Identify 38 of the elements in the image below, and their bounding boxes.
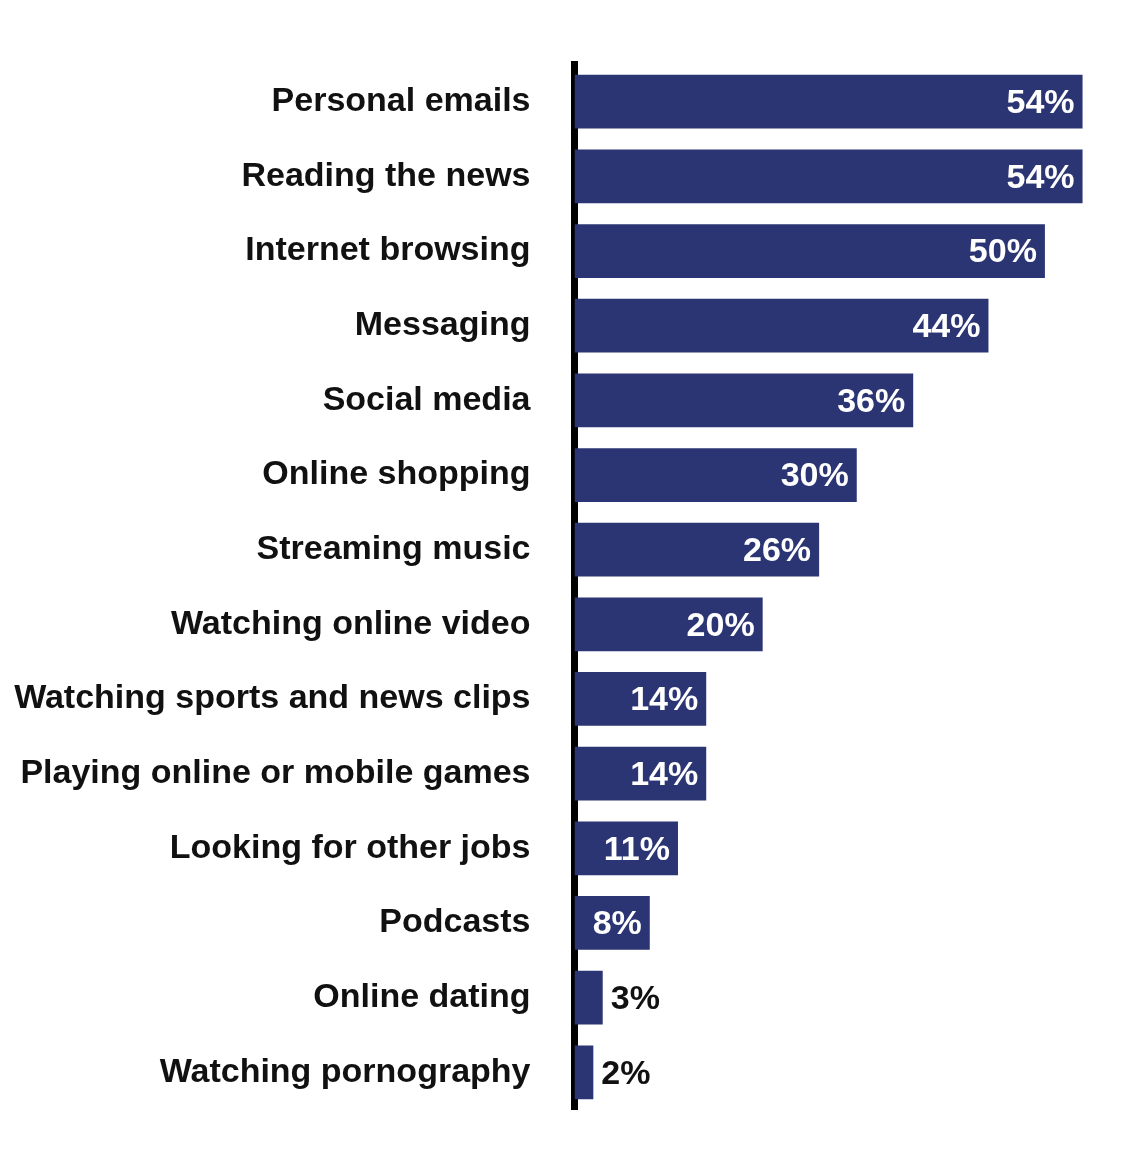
data-label: 14% — [630, 679, 699, 718]
y-tick-label: Messaging — [354, 304, 531, 343]
bar — [574, 522, 820, 577]
data-label: 2% — [601, 1052, 651, 1091]
bar — [574, 1045, 594, 1100]
y-tick-label: Streaming music — [256, 528, 531, 567]
data-label: 36% — [837, 380, 906, 419]
data-label: 26% — [743, 530, 812, 569]
bar — [574, 298, 989, 353]
y-tick-label: Watching pornography — [159, 1050, 531, 1089]
data-label: 54% — [1006, 82, 1075, 121]
data-label: 54% — [1006, 156, 1075, 195]
data-label: 14% — [630, 754, 699, 793]
y-tick-label: Watching sports and news clips — [14, 677, 531, 716]
y-tick-label: Podcasts — [379, 901, 531, 940]
y-tick-label: Personal emails — [271, 80, 531, 119]
y-tick-label: Reading the news — [241, 154, 531, 193]
data-label: 20% — [686, 604, 755, 643]
y-tick-label: Online dating — [313, 975, 531, 1014]
bar — [574, 224, 1045, 278]
bar — [574, 149, 1083, 204]
y-tick-label: Watching online video — [170, 602, 531, 641]
data-label: 8% — [592, 903, 642, 942]
data-label: 3% — [610, 977, 660, 1016]
y-tick-label: Online shopping — [262, 453, 531, 492]
bar — [574, 74, 1083, 129]
bar — [574, 970, 603, 1025]
data-label: 11% — [603, 828, 670, 867]
y-tick-label: Internet browsing — [245, 229, 531, 268]
y-tick-label: Social media — [322, 378, 532, 417]
data-label: 30% — [780, 455, 849, 494]
y-tick-label: Looking for other jobs — [169, 826, 531, 865]
data-label: 50% — [968, 231, 1037, 270]
bar — [574, 448, 857, 502]
bar — [574, 597, 763, 652]
y-tick-label: Playing online or mobile games — [20, 752, 531, 791]
data-label: 44% — [912, 306, 981, 345]
bar — [574, 373, 914, 428]
